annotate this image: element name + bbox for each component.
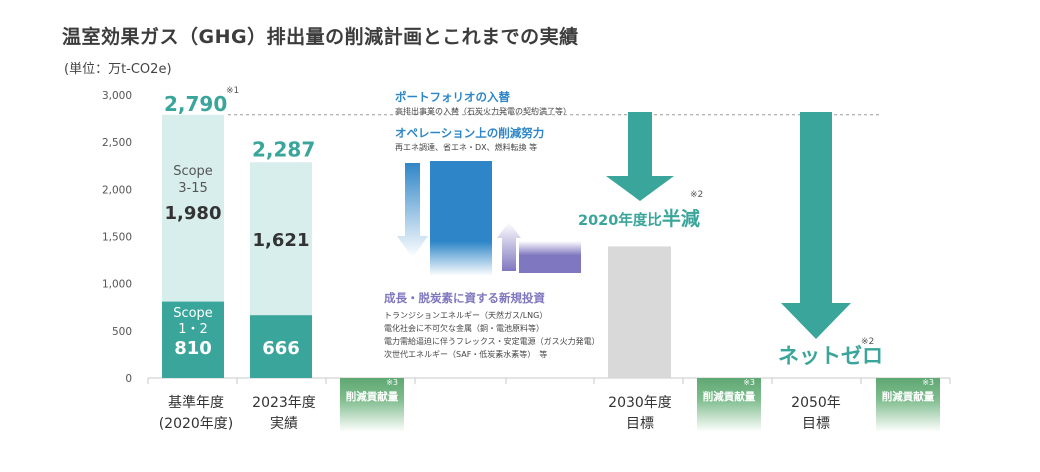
portfolio-title: ポートフォリオの入替 (395, 90, 510, 104)
scope12-label-line2: 1・2 (178, 322, 208, 337)
value-label-base-scope315: 1,980 (165, 203, 222, 224)
y-tick-label: 1,500 (102, 232, 132, 244)
y-tick-label: 0 (125, 373, 132, 385)
contribution-label-1: 削減貢献量 (345, 391, 399, 403)
y-tick-label: 2,000 (102, 184, 132, 196)
portfolio-down-arrow (397, 163, 428, 258)
category-2030-line1: 2030年度 (608, 395, 672, 411)
growth-title: 成長・脱炭素に資する新規投資 (384, 291, 545, 305)
halve-big: 半減 (661, 208, 700, 230)
category-label-2030: 2030年度 目標 (590, 393, 690, 435)
total-note: ※1 (226, 86, 239, 96)
total-label-2023: 2,287 (252, 137, 315, 161)
contribution-label-2: 削減貢献量 (702, 391, 756, 403)
category-2050-line2: 目標 (802, 416, 830, 432)
y-tick-label: 500 (112, 326, 132, 338)
category-label-2023: 2023年度 実績 (234, 393, 334, 435)
halve-label: 2020年度比半減 (578, 204, 700, 231)
chart-title: 温室効果ガス（GHG）排出量の削減計画とこれまでの実績 (62, 26, 579, 48)
contribution-badge-1: ※3 削減貢献量 (340, 378, 404, 432)
category-2023-line1: 2023年度 (252, 395, 316, 411)
value-label-2023-scope12: 666 (262, 338, 300, 359)
netzero-label: ネットゼロ (778, 344, 883, 368)
growth-item-3: 電力需給逼迫に伴うフレックス・安定電源（ガス火力発電） (384, 337, 600, 346)
scope12-label-line1: Scope (173, 306, 213, 321)
growth-up-arrow (497, 222, 521, 271)
bar-scope315-0 (162, 114, 224, 302)
halve-down-arrow (606, 112, 674, 201)
halve-note: ※2 (690, 190, 704, 200)
contribution-label-3: 削減貢献量 (881, 391, 935, 403)
scope315-label-line2: 3-15 (178, 181, 208, 196)
y-tick-label: 1,000 (102, 279, 132, 291)
category-base-line2: (2020年度) (158, 416, 234, 432)
growth-increase-block (519, 241, 581, 273)
growth-item-1: トランジションエネルギー（天然ガス/LNG） (384, 311, 548, 320)
total-label-base: 2,790 (164, 92, 227, 116)
value-label-base-scope12: 810 (174, 338, 212, 359)
scope315-label-line1: Scope (173, 164, 213, 179)
netzero-note: ※2 (861, 337, 875, 347)
halve-prefix: 2020年度比 (578, 213, 662, 229)
growth-item-2: 電化社会に不可欠な金属（銅・電池原料等） (384, 324, 544, 333)
operation-reduction-block (430, 161, 492, 276)
category-label-base: 基準年度 (2020年度) (146, 393, 246, 435)
bar-2030-target (608, 246, 671, 378)
netzero-down-arrow (781, 112, 851, 339)
portfolio-subtitle: 高排出事業の入替（石炭火力発電の契約満了等） (395, 107, 571, 116)
contribution-badge-2: ※3 削減貢献量 (697, 378, 761, 432)
y-tick-label: 2,500 (102, 137, 132, 149)
category-2030-line2: 目標 (626, 416, 654, 432)
y-tick-label: 3,000 (102, 90, 132, 102)
bar-scope12-1 (250, 315, 312, 378)
operation-title: オペレーション上の削減努力 (395, 126, 545, 140)
category-2023-line2: 実績 (270, 416, 298, 432)
bar-scope315-1 (250, 162, 312, 316)
value-label-2023-scope315: 1,621 (253, 230, 310, 251)
growth-item-4: 次世代エネルギー（SAF・低炭素水素等） 等 (384, 350, 548, 359)
category-label-2050: 2050年 目標 (766, 393, 866, 435)
contribution-note-3: ※3 (922, 378, 934, 387)
contribution-note-1: ※3 (386, 378, 398, 387)
category-2050-line1: 2050年 (791, 395, 841, 411)
operation-subtitle: 再エネ調達、省エネ・DX、燃料転換 等 (395, 143, 538, 152)
category-base-line1: 基準年度 (168, 395, 224, 411)
unit-label: (単位：万t-CO2e) (64, 62, 172, 77)
contribution-note-2: ※3 (743, 378, 755, 387)
contribution-badge-3: ※3 削減貢献量 (876, 378, 940, 432)
bar-scope12-0 (162, 301, 224, 378)
